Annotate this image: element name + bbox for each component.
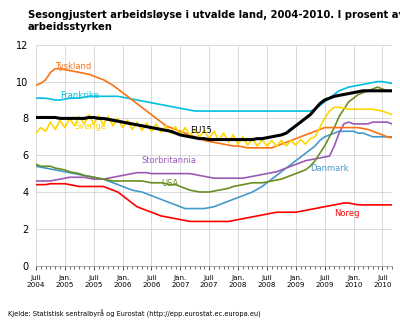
Text: arbeidsstyrken: arbeidsstyrken <box>28 22 113 32</box>
Text: Sverige: Sverige <box>74 122 106 131</box>
Text: Kjelde: Statistisk sentralbyrå og Eurostat (http://epp.eurostat.ec.europa.eu): Kjelde: Statistisk sentralbyrå og Eurost… <box>8 310 261 318</box>
Text: Danmark: Danmark <box>310 164 349 172</box>
Text: Frankrike: Frankrike <box>60 91 99 100</box>
Text: Noreg: Noreg <box>334 209 360 218</box>
Text: Storbritannia: Storbritannia <box>142 156 197 165</box>
Text: USA: USA <box>161 179 178 188</box>
Text: Sesongjustert arbeidsløyse i utvalde land, 2004-2010. I prosent av: Sesongjustert arbeidsløyse i utvalde lan… <box>28 10 400 20</box>
Text: EU15: EU15 <box>190 126 212 135</box>
Text: Tyskland: Tyskland <box>55 62 92 71</box>
